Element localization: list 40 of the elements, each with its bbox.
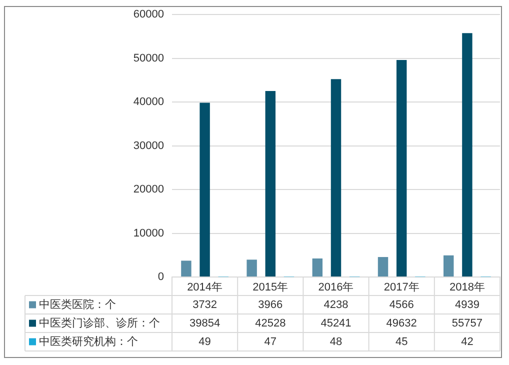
y-tick-label: 10000 [133,227,164,240]
data-label: 48 [330,336,342,348]
data-label: 49 [198,336,211,348]
bar [265,91,276,276]
x-tick-label: 2018年 [449,282,485,294]
data-label: 45241 [320,317,352,330]
data-label: 55757 [452,317,482,330]
data-label: 47 [264,336,277,348]
bar [312,258,323,276]
y-tick-label: 0 [158,271,164,284]
bar [444,255,454,276]
data-label: 4939 [454,298,480,311]
y-tick-label: 60000 [133,8,164,21]
data-label: 4566 [389,298,414,311]
data-label: 39854 [190,317,220,330]
y-tick-label: 30000 [133,140,164,152]
data-label: 3966 [258,298,283,311]
bar [200,102,210,276]
x-tick-label: 2015年 [252,282,288,294]
y-tick-label: 50000 [133,52,164,64]
bar [462,33,472,276]
data-label: 4238 [324,298,348,311]
legend-label: 中医类门诊部、诊所：个 [39,316,160,330]
bar [396,60,407,276]
legend-label: 中医类研究机构：个 [39,334,138,348]
data-label: 42528 [255,317,286,330]
bar [181,260,192,276]
legend-label: 中医类医院：个 [39,298,116,311]
bar [246,260,257,276]
data-label: 49632 [386,317,417,330]
data-label: 3732 [192,298,218,311]
y-tick-label: 20000 [133,184,164,196]
bar [378,257,388,276]
y-tick-label: 40000 [133,96,164,108]
x-tick-label: 2017年 [384,282,420,294]
data-label: 45 [395,336,408,348]
x-tick-label: 2016年 [318,282,354,294]
bar [330,79,342,276]
x-tick-label: 2014年 [187,282,223,294]
data-label: 42 [461,336,474,348]
